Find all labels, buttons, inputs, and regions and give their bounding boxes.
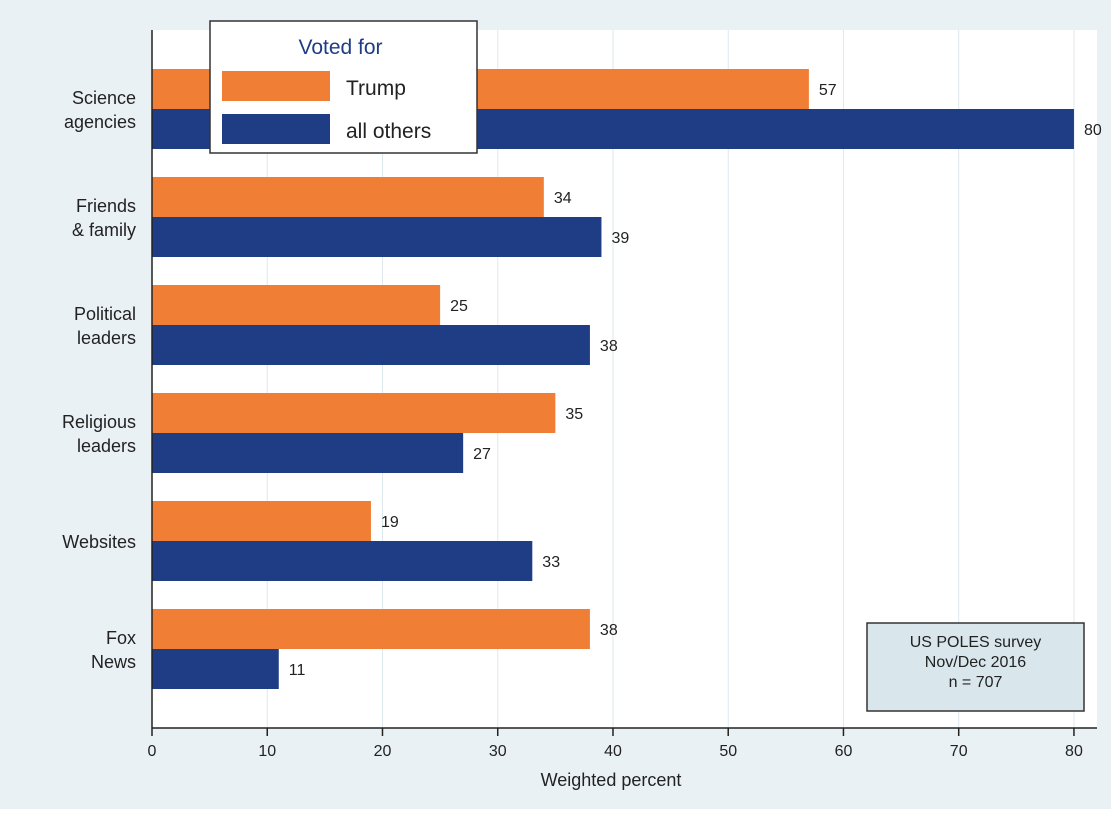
bar (152, 501, 371, 541)
legend-title: Voted for (298, 36, 382, 59)
data-label: 38 (600, 338, 618, 355)
category-label: Religious (62, 412, 136, 432)
category-label: News (91, 652, 136, 672)
x-tick-label: 70 (950, 743, 968, 760)
annotation-text: n = 707 (949, 674, 1003, 691)
category-label: Political (74, 304, 136, 324)
legend-swatch (222, 71, 330, 101)
annotation-text: US POLES survey (910, 634, 1042, 651)
category-label: leaders (77, 436, 136, 456)
category-label: Science (72, 88, 136, 108)
bar (152, 649, 279, 689)
category-label: leaders (77, 328, 136, 348)
data-label: 57 (819, 82, 837, 99)
category-label: agencies (64, 112, 136, 132)
data-label: 34 (554, 190, 572, 207)
data-label: 38 (600, 622, 618, 639)
x-axis-title: Weighted percent (541, 770, 682, 790)
category-label: & family (72, 220, 136, 240)
bar (152, 177, 544, 217)
x-tick-label: 30 (489, 743, 507, 760)
data-label: 27 (473, 446, 491, 463)
bar (152, 609, 590, 649)
x-tick-label: 40 (604, 743, 622, 760)
data-label: 25 (450, 298, 468, 315)
bar (152, 433, 464, 473)
annotation-text: Nov/Dec 2016 (925, 654, 1026, 671)
bar (152, 285, 441, 325)
data-label: 33 (542, 554, 560, 571)
legend-label: all others (346, 120, 431, 143)
category-label: Fox (106, 628, 136, 648)
category-label: Friends (76, 196, 136, 216)
bar (152, 541, 533, 581)
bar (152, 217, 602, 257)
bar (152, 325, 590, 365)
data-label: 11 (289, 662, 306, 679)
x-tick-label: 10 (258, 743, 276, 760)
x-tick-label: 60 (835, 743, 853, 760)
x-tick-label: 50 (719, 743, 737, 760)
x-tick-label: 80 (1065, 743, 1083, 760)
legend-label: Trump (346, 77, 406, 100)
x-tick-label: 20 (374, 743, 392, 760)
legend-swatch (222, 114, 330, 144)
category-label: Websites (62, 532, 136, 552)
data-label: 19 (381, 514, 399, 531)
data-label: 35 (565, 406, 583, 423)
annotation-box (866, 622, 1085, 712)
x-tick-label: 0 (148, 743, 157, 760)
bar (152, 393, 556, 433)
data-label: 39 (611, 230, 629, 247)
data-label: 80 (1084, 122, 1102, 139)
